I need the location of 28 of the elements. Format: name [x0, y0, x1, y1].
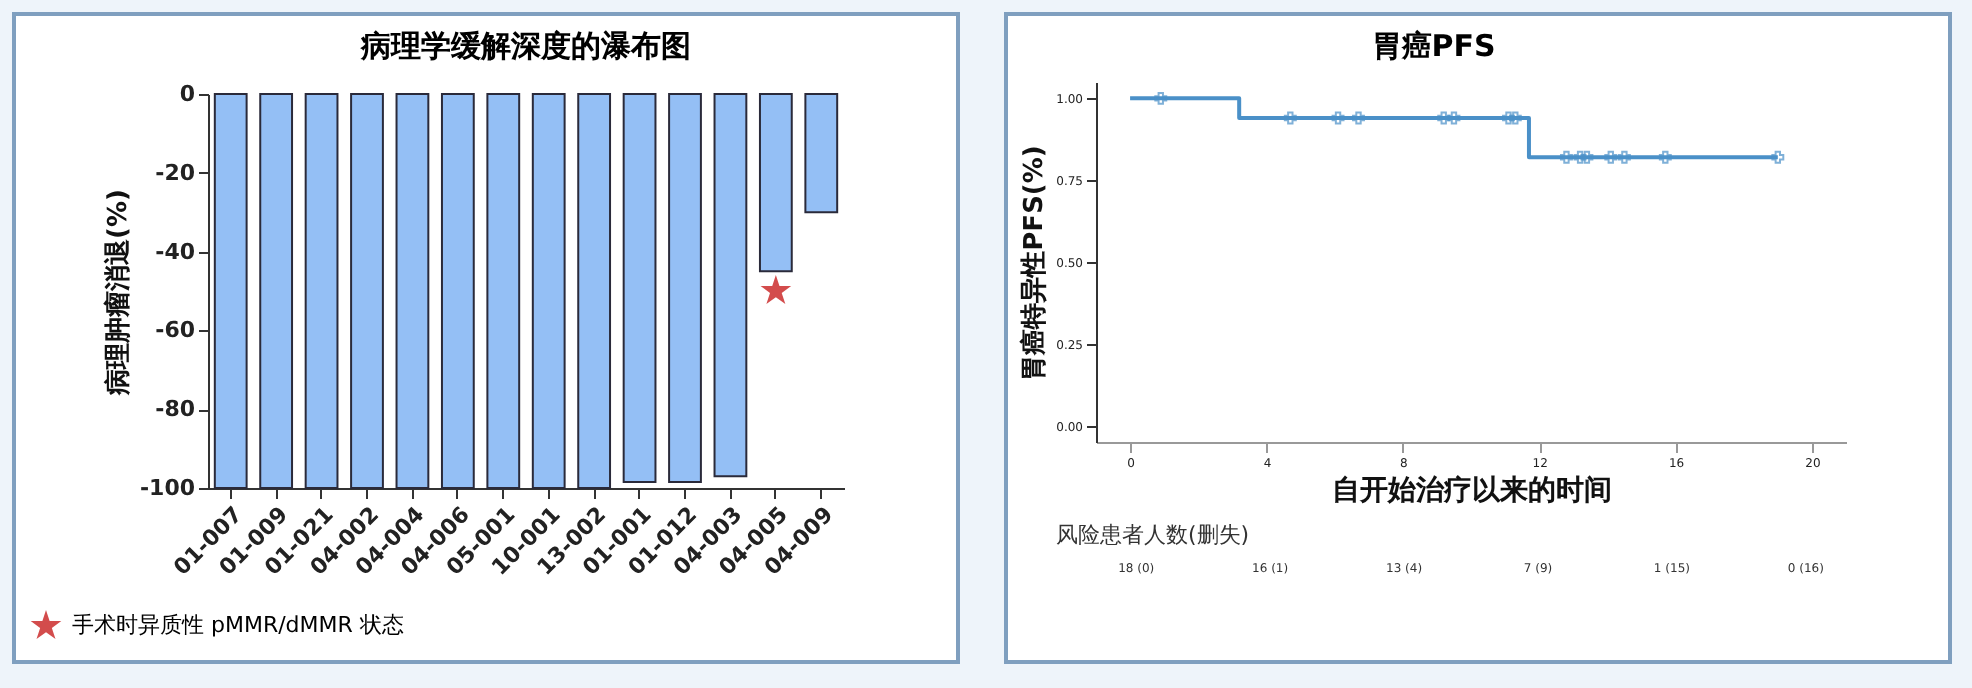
point — [1154, 91, 1168, 105]
point — [1502, 111, 1515, 125]
legend-label: 手术时异质性 pMMR/dMMR 状态 — [72, 612, 404, 638]
point — [1580, 150, 1594, 164]
point — [1331, 111, 1345, 125]
point — [1352, 111, 1365, 125]
y-tick-label: -60 — [155, 317, 196, 344]
y-axis-title: 病理肿瘤消退(%) — [101, 189, 134, 397]
y-tick-label: -80 — [155, 396, 196, 423]
point — [1573, 150, 1587, 164]
point — [1283, 111, 1297, 125]
y-tick-label: 0 — [179, 81, 196, 107]
y-tick-label: -20 — [155, 159, 196, 186]
point — [1771, 150, 1785, 164]
point — [1617, 150, 1631, 164]
text: 风险患者人数(删失) — [1056, 522, 1250, 548]
point — [1437, 111, 1451, 125]
y-tick-label: -40 — [155, 238, 196, 265]
y-axis-title: 胃癌特异性PFS(%) — [1018, 145, 1051, 381]
point — [1508, 111, 1522, 125]
point — [1447, 111, 1461, 125]
chart-title: 病理学缓解深度的瀑布图 — [359, 28, 691, 64]
y-tick-label: -100 — [139, 475, 196, 501]
point — [1604, 150, 1618, 164]
x-axis-title: 自开始治疗以来的时间 — [1332, 473, 1612, 507]
point — [1658, 150, 1672, 164]
point — [1559, 150, 1573, 164]
chart-title: 胃癌PFS — [1371, 28, 1496, 64]
